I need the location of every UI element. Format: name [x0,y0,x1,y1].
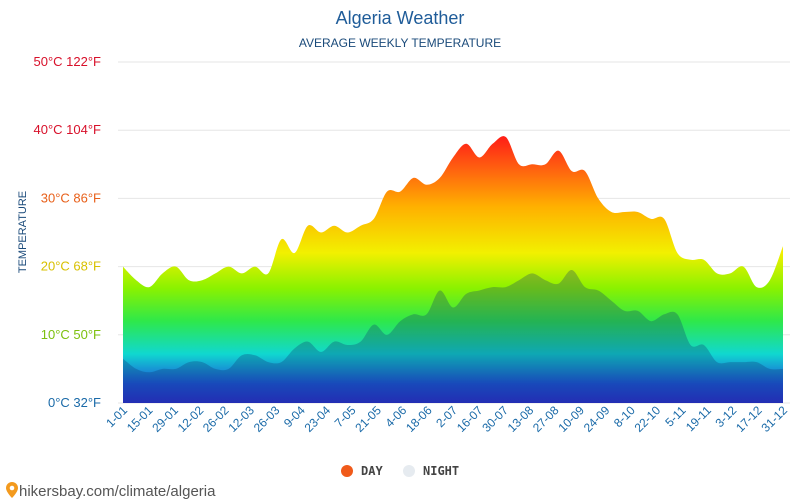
x-tick-label: 30-07 [479,403,511,435]
x-tick-label: 12-03 [225,403,257,435]
y-tick-label: 40°C 104°F [34,122,102,137]
x-tick-label: 31-12 [759,403,791,435]
x-tick-label: 19-11 [683,403,714,434]
legend-day-label: DAY [361,464,383,478]
legend-night-swatch [403,465,415,477]
night-series-area[interactable] [123,269,783,403]
x-tick-label: 18-06 [403,403,435,435]
y-axis-label: TEMPERATURE [17,191,29,273]
chart-title: Algeria Weather [336,8,465,28]
x-tick-label: 21-05 [352,403,384,435]
y-tick-label: 10°C 50°F [41,327,101,342]
legend-day-swatch [341,465,353,477]
x-tick-label: 13-08 [505,403,537,435]
y-tick-label: 0°C 32°F [48,395,101,410]
x-tick-label: 12-02 [175,403,207,435]
legend-night-label: NIGHT [423,464,459,478]
y-tick-label: 20°C 68°F [41,259,101,274]
x-tick-label: 16-07 [454,403,486,435]
x-tick-label: 26-03 [251,403,283,435]
x-tick-label: 23-04 [302,403,334,435]
x-tick-label: 15-01 [124,403,156,435]
y-tick-label: 50°C 122°F [34,54,102,69]
x-tick-label: 24-09 [581,403,613,435]
x-tick-label: 27-08 [530,403,562,435]
x-tick-label: 17-12 [733,403,765,435]
x-tick-label: 26-02 [200,403,232,435]
legend: DAY NIGHT [341,464,459,478]
day-series-area[interactable] [123,136,783,403]
map-pin-icon [6,482,18,498]
legend-item-night[interactable]: NIGHT [403,464,459,478]
chart-subtitle: AVERAGE WEEKLY TEMPERATURE [299,36,501,50]
y-tick-label: 30°C 86°F [41,190,101,205]
x-tick-label: 10-09 [555,403,587,435]
footer-link[interactable]: hikersbay.com/climate/algeria [6,482,216,500]
footer-url: hikersbay.com/climate/algeria [19,483,216,500]
x-tick-label: 29-01 [149,403,181,435]
x-tick-label: 22-10 [632,403,664,435]
legend-item-day[interactable]: DAY [341,464,383,478]
